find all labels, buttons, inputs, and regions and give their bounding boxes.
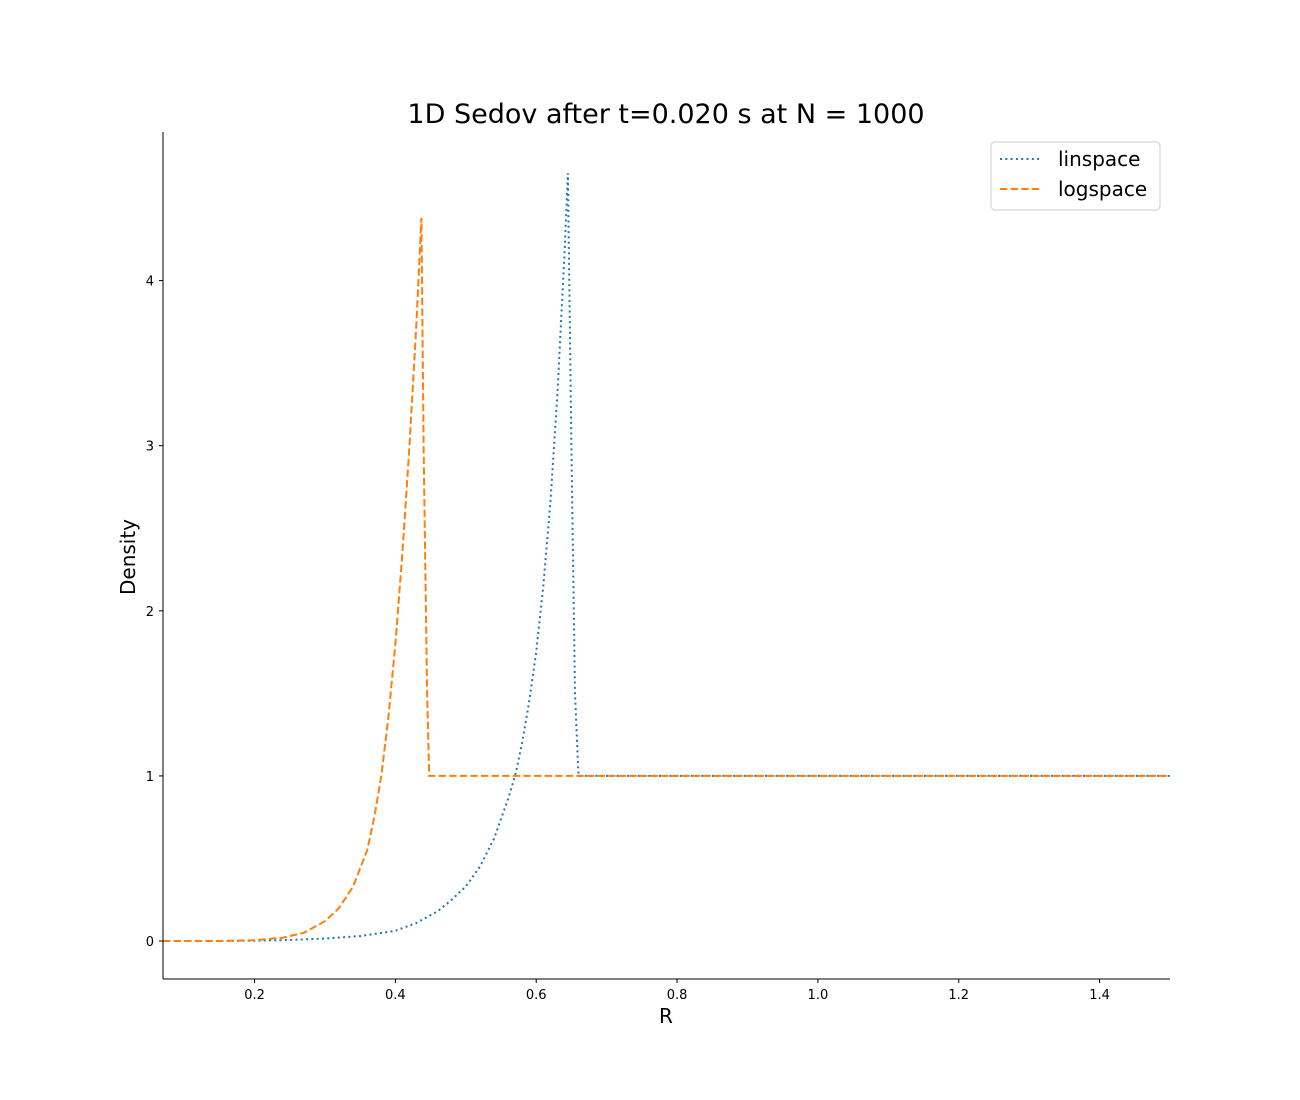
x-tick-label: 0.8 [667, 988, 688, 1003]
x-ticks: 0.2 0.4 0.6 0.8 1.0 1.2 1.4 [244, 979, 1110, 1003]
x-tick-label: 0.2 [244, 988, 265, 1003]
y-tick-label: 3 [146, 440, 154, 455]
x-tick-label: 1.0 [808, 988, 829, 1003]
y-ticks: 0 1 2 3 4 [146, 275, 163, 950]
legend-label-linspace: linspace [1058, 147, 1140, 171]
y-tick-label: 1 [146, 770, 154, 785]
x-tick-label: 1.2 [948, 988, 969, 1003]
series-layer [163, 173, 1170, 942]
x-tick-label: 0.6 [526, 988, 547, 1003]
x-tick-label: 1.4 [1089, 988, 1110, 1003]
y-tick-label: 4 [146, 275, 154, 290]
series-line-logspace [163, 217, 1170, 942]
legend-label-logspace: logspace [1058, 177, 1147, 201]
series-line-linspace [163, 173, 1170, 942]
y-tick-label: 2 [146, 605, 154, 620]
y-axis-title: Density [116, 519, 140, 595]
x-tick-label: 0.4 [385, 988, 406, 1003]
x-axis-title: R [659, 1004, 673, 1028]
y-tick-label: 0 [146, 935, 154, 950]
chart-title: 1D Sedov after t=0.020 s at N = 1000 [407, 99, 924, 130]
legend: linspace logspace [990, 141, 1161, 211]
